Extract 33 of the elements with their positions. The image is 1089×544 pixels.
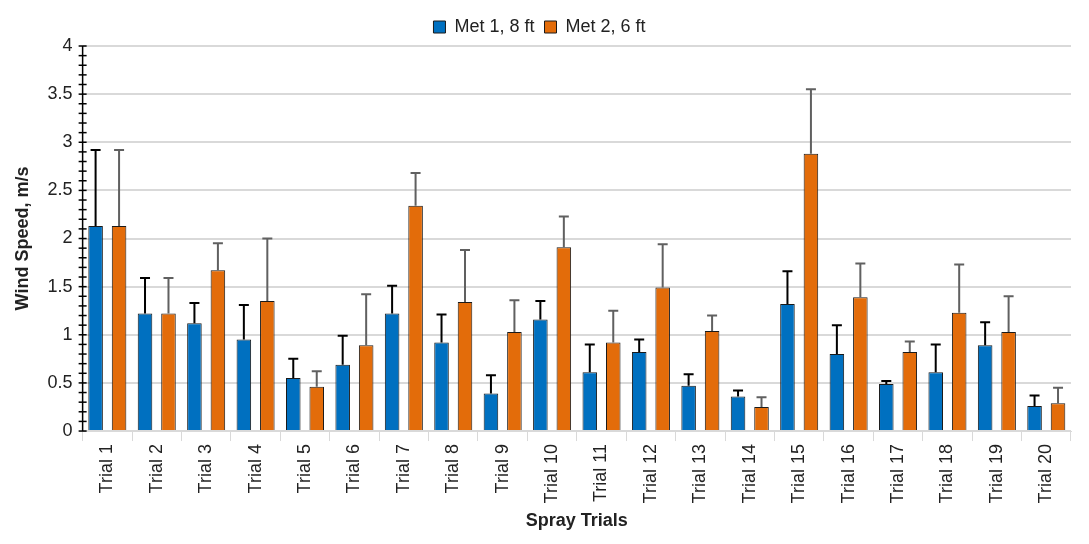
x-tick-label: Trial 11 [590, 444, 611, 503]
y-tick-label: 1.5 [47, 275, 73, 296]
x-tick-label: Trial 5 [293, 444, 314, 494]
x-tick-label: Trial 16 [837, 444, 858, 504]
y-tick-label: 0 [62, 420, 73, 441]
x-tick-label: Trial 7 [392, 444, 413, 494]
y-axis-title: Wind Speed, m/s [11, 166, 32, 311]
y-tick-label: 4 [62, 34, 73, 55]
x-tick-label: Trial 12 [639, 444, 660, 504]
x-tick-label: Trial 13 [689, 444, 710, 504]
x-tick-label: Trial 6 [343, 444, 364, 494]
x-tick-label: Trial 19 [985, 444, 1006, 504]
y-tick-label: 2 [62, 227, 73, 248]
y-tick-label: 0.5 [47, 371, 73, 392]
x-tick-label: Trial 18 [936, 444, 957, 504]
y-tick-label: 2.5 [47, 179, 73, 200]
legend-label: Met 1, 8 ft [454, 15, 535, 36]
x-tick-label: Trial 15 [788, 444, 809, 504]
x-tick-label: Trial 17 [887, 444, 907, 504]
x-tick-label: Trial 20 [1035, 444, 1056, 504]
y-tick-label: 3.5 [47, 83, 73, 104]
legend-label: Met 2, 6 ft [565, 15, 646, 36]
x-tick-label: Trial 8 [442, 444, 463, 494]
x-tick-label: Trial 14 [738, 444, 759, 504]
x-tick-label: Trial 2 [145, 444, 166, 494]
x-tick-label: Trial 4 [244, 444, 265, 494]
x-tick-label: Trial 1 [96, 444, 117, 494]
y-tick-label: 3 [62, 131, 73, 152]
x-axis-title: Spray Trials [525, 510, 628, 531]
x-tick-label: Trial 10 [541, 444, 562, 504]
y-tick-label: 1 [62, 323, 73, 344]
x-tick-label: Trial 9 [491, 444, 512, 494]
x-tick-label: Trial 3 [195, 444, 216, 494]
